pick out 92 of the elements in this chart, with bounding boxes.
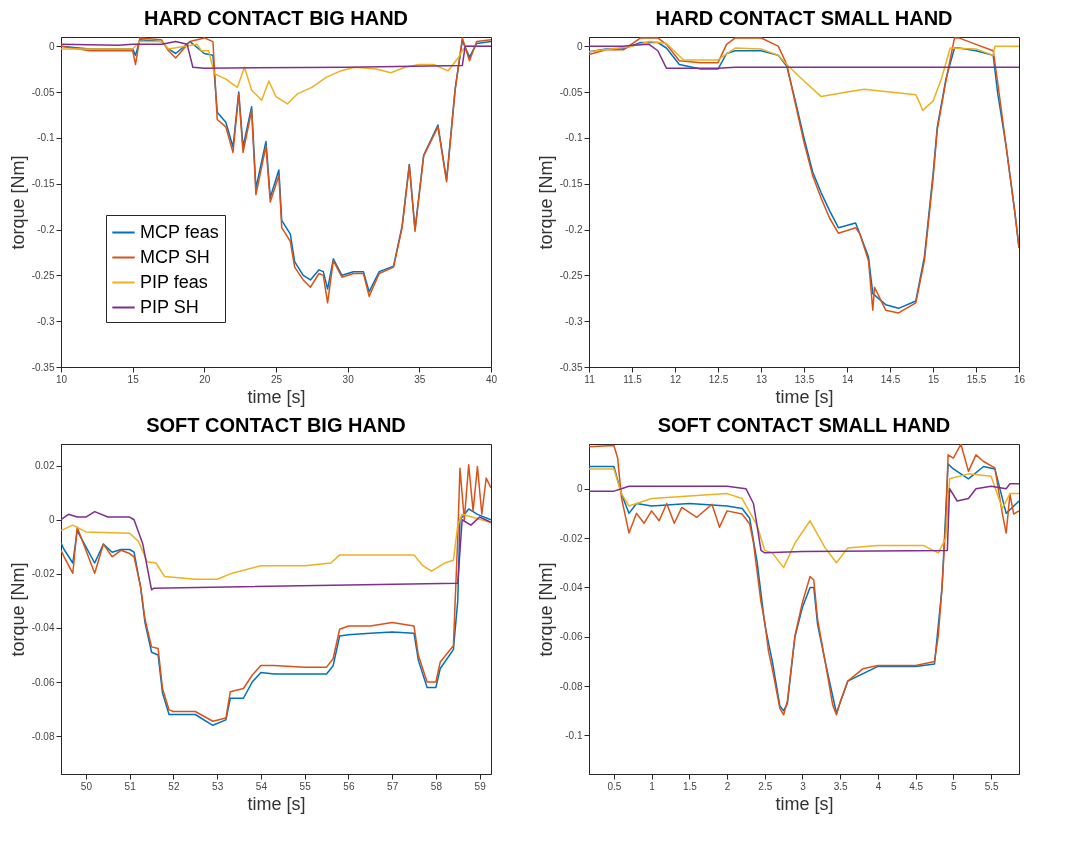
x-tick-label: 5.5 (984, 780, 999, 792)
y-tick-label: -0.1 (565, 730, 583, 741)
y-tick-label: -0.02 (31, 568, 55, 580)
line-series (61, 513, 491, 580)
y-tick-label: 0 (48, 40, 55, 52)
y-tick-label: -0.1 (565, 132, 583, 144)
x-tick-label: 58 (430, 780, 443, 792)
x-tick-label: 56 (343, 780, 355, 792)
x-tick-label: 13 (755, 373, 768, 385)
line-series (61, 508, 491, 727)
line-series (61, 510, 491, 591)
x-tick-label: 57 (387, 780, 399, 792)
y-tick-label: -0.15 (31, 178, 55, 190)
line-series (589, 40, 1019, 112)
x-tick-label: 13.5 (794, 373, 815, 385)
x-tick-label: 2 (724, 780, 731, 792)
x-tick-label: 40 (485, 373, 498, 385)
x-tick-label: 1 (649, 780, 656, 792)
y-tick-label: -0.04 (559, 581, 583, 593)
x-axis-title: time [s] (775, 386, 834, 407)
x-tick-label: 5 (951, 780, 958, 792)
x-tick-label: 11 (584, 373, 596, 385)
x-tick-label: 2.5 (758, 780, 773, 792)
y-tick-label: -0.06 (559, 631, 583, 643)
y-tick-label: -0.04 (31, 622, 55, 634)
x-tick-label: 15 (927, 373, 940, 385)
y-tick-label: -0.08 (559, 680, 583, 692)
legend-label: MCP feas (140, 221, 219, 242)
x-tick-label: 11.5 (623, 373, 643, 385)
line-series (589, 468, 1019, 569)
y-axis-title: torque [Nm] (535, 155, 556, 250)
y-tick-label: -0.08 (31, 730, 55, 742)
x-axis-title: time [s] (775, 793, 834, 814)
x-tick-label: 50 (80, 780, 93, 792)
x-tick-label: 20 (199, 373, 211, 385)
x-axis-title: time [s] (247, 793, 306, 814)
x-axis-title: time [s] (247, 386, 306, 407)
line-series (589, 482, 1019, 554)
x-tick-label: 55 (299, 780, 312, 792)
y-axis-title: torque [Nm] (7, 562, 28, 657)
line-series (589, 43, 1019, 69)
x-tick-label: 14 (841, 373, 854, 385)
y-tick-label: -0.05 (31, 86, 55, 98)
x-tick-label: 30 (342, 373, 355, 385)
chart-title: HARD CONTACT BIG HAND (143, 7, 409, 29)
y-axis-title: torque [Nm] (7, 155, 28, 250)
y-tick-label: -0.3 (37, 315, 55, 327)
x-tick-label: 59 (474, 780, 487, 792)
chart-title: SOFT CONTACT BIG HAND (146, 414, 406, 436)
y-tick-label: -0.35 (31, 361, 55, 373)
x-tick-label: 25 (270, 373, 283, 385)
line-series (61, 40, 491, 69)
x-tick-label: 3.5 (833, 780, 849, 792)
y-tick-label: -0.1 (37, 132, 55, 144)
x-tick-label: 15 (127, 373, 140, 385)
legend-label: PIP feas (140, 271, 208, 292)
x-tick-label: 15.5 (966, 373, 987, 385)
x-tick-label: 0.5 (607, 780, 622, 792)
x-tick-label: 1.5 (682, 780, 698, 792)
chart-title: SOFT CONTACT SMALL HAND (657, 414, 951, 436)
y-tick-label: 0 (576, 40, 583, 52)
x-tick-label: 53 (212, 780, 224, 792)
x-tick-label: 54 (255, 780, 268, 792)
y-tick-label: -0.05 (559, 86, 583, 98)
x-tick-label: 16 (1013, 373, 1026, 385)
x-tick-label: 3 (800, 780, 807, 792)
x-tick-label: 51 (124, 780, 137, 792)
y-tick-label: 0 (48, 514, 55, 526)
x-tick-label: 4.5 (909, 780, 924, 792)
y-tick-label: -0.2 (37, 224, 55, 235)
y-tick-label: -0.25 (559, 269, 583, 281)
x-tick-label: 35 (414, 373, 426, 385)
x-tick-label: 12 (669, 373, 682, 385)
x-tick-label: 14.5 (880, 373, 901, 385)
legend-label: MCP SH (140, 246, 210, 267)
chart-title: HARD CONTACT SMALL HAND (655, 7, 953, 29)
y-tick-label: -0.3 (565, 315, 583, 327)
y-tick-label: -0.25 (31, 269, 55, 281)
line-series (61, 464, 491, 722)
x-tick-label: 4 (875, 780, 882, 792)
y-tick-label: -0.35 (559, 361, 583, 373)
y-tick-label: -0.2 (565, 224, 583, 235)
x-tick-label: 52 (168, 780, 180, 792)
legend-label: PIP SH (140, 296, 199, 317)
y-tick-label: 0.02 (35, 460, 55, 472)
y-tick-label: 0 (576, 483, 583, 495)
x-tick-label: 12.5 (708, 373, 729, 385)
y-axis-title: torque [Nm] (535, 562, 556, 657)
y-tick-label: -0.15 (559, 178, 583, 190)
x-tick-label: 10 (55, 373, 68, 385)
y-tick-label: -0.02 (559, 532, 583, 544)
y-tick-label: -0.06 (31, 676, 55, 688)
